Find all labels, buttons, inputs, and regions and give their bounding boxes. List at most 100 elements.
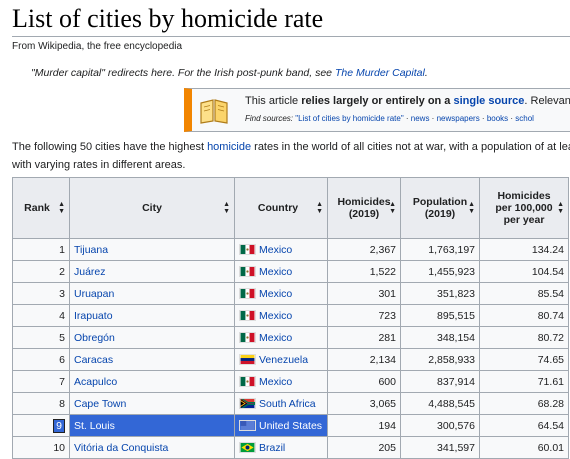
homicide-link[interactable]: homicide (207, 141, 252, 153)
table-row: 8 Cape Town South Africa 3,065 4,488,545 68.2… (12, 392, 569, 415)
city-cell: Uruapan (69, 282, 235, 305)
homicides-cell: 194 (327, 414, 401, 437)
country-link[interactable]: Mexico (259, 287, 293, 300)
population-cell: 351,823 (400, 282, 480, 305)
book-icon (200, 99, 228, 124)
single-source-link[interactable]: single source (453, 95, 525, 107)
country-link[interactable]: Venezuela (259, 353, 309, 366)
city-link[interactable]: Acapulco (74, 375, 118, 388)
country-link[interactable]: Mexico (259, 265, 293, 278)
rate-cell: 80.74 (479, 304, 569, 327)
hatnote-link[interactable]: The Murder Capital (334, 67, 425, 79)
page-title: List of cities by homicide rate (12, 4, 324, 33)
country-link[interactable]: United States (259, 419, 323, 432)
mexico-flag-icon (239, 331, 256, 343)
intro-paragraph: The following 50 cities have the highest… (12, 141, 570, 171)
homicides-cell: 2,134 (327, 348, 401, 371)
table-row: 9 St. Louis United States 194 300,576 64.54 (12, 414, 569, 437)
population-cell: 4,488,545 (400, 392, 480, 415)
country-link[interactable]: Mexico (259, 243, 293, 256)
table-row: 3 Uruapan Mexico 301 351,823 85.54 (12, 282, 569, 305)
homicides-cell: 281 (327, 326, 401, 349)
city-link[interactable]: St. Louis (74, 419, 115, 432)
find-query-link[interactable]: "List of cities by homicide rate" (295, 114, 404, 123)
header-homicides[interactable]: Homicides (2019) ▲ ▼ (327, 177, 401, 239)
country-link[interactable]: Mexico (259, 375, 293, 388)
brazil-flag-icon (239, 441, 256, 453)
table-row: 4 Irapuato Mexico 723 895,515 80.74 (12, 304, 569, 327)
table-body: 1 Tijuana Mexico 2,367 1,763,197 134.24 2 Juáre… (12, 238, 569, 459)
homicides-cell: 2,367 (327, 238, 401, 261)
hatnote-end: . (424, 67, 428, 79)
rank-cell: 8 (12, 392, 70, 415)
city-cell: Cape Town (69, 392, 235, 415)
city-link[interactable]: Vitória da Conquista (74, 441, 169, 454)
city-cell: Vitória da Conquista (69, 436, 235, 459)
rate-cell: 80.72 (479, 326, 569, 349)
country-link[interactable]: South Africa (259, 397, 316, 410)
sort-icon: ▲ ▼ (223, 201, 230, 215)
rank-cell: 4 (12, 304, 70, 327)
header-country[interactable]: Country ▲ ▼ (234, 177, 328, 239)
city-link[interactable]: Uruapan (74, 287, 115, 300)
population-cell: 300,576 (400, 414, 480, 437)
country-cell: Mexico (234, 370, 328, 393)
sort-icon: ▲ ▼ (58, 201, 65, 215)
rate-cell: 68.28 (479, 392, 569, 415)
rank-cell: 7 (12, 370, 70, 393)
country-link[interactable]: Mexico (259, 309, 293, 322)
country-link[interactable]: Brazil (259, 441, 286, 454)
rate-cell: 64.54 (479, 414, 569, 437)
homicides-cell: 301 (327, 282, 401, 305)
header-rank[interactable]: Rank ▲ ▼ (12, 177, 70, 239)
city-link[interactable]: Irapuato (74, 309, 113, 322)
rate-cell: 134.24 (479, 238, 569, 261)
homicides-cell: 205 (327, 436, 401, 459)
mexico-flag-icon (239, 309, 256, 321)
table-row: 6 Caracas Venezuela 2,134 2,858,933 74.65 (12, 348, 569, 371)
rank-cell: 1 (12, 238, 70, 261)
south-africa-flag-icon (239, 397, 256, 409)
rank-cell: 10 (12, 436, 70, 459)
table-row: 5 Obregón Mexico 281 348,154 80.72 (12, 326, 569, 349)
header-city[interactable]: City ▲ ▼ (69, 177, 235, 239)
header-population[interactable]: Population (2019) ▲ ▼ (400, 177, 480, 239)
population-cell: 1,455,923 (400, 260, 480, 283)
city-link[interactable]: Obregón (74, 331, 115, 344)
table-row: 10 Vitória da Conquista Brazil 205 341,597 60… (12, 436, 569, 459)
sort-icon: ▲ ▼ (468, 201, 475, 215)
rate-cell: 60.01 (479, 436, 569, 459)
city-link[interactable]: Caracas (74, 353, 114, 366)
country-cell: South Africa (234, 392, 328, 415)
country-cell: Venezuela (234, 348, 328, 371)
rate-cell: 85.54 (479, 282, 569, 305)
rank-cell: 2 (12, 260, 70, 283)
find-scholar-link[interactable]: schol (515, 114, 534, 123)
find-newspapers-link[interactable]: newspapers (436, 114, 480, 123)
rank-cell: 5 (12, 326, 70, 349)
find-books-link[interactable]: books (486, 114, 509, 123)
us-flag-icon (239, 419, 256, 431)
city-cell: St. Louis (69, 414, 235, 437)
country-cell: Mexico (234, 238, 328, 261)
country-link[interactable]: Mexico (259, 331, 293, 344)
rate-cell: 74.65 (479, 348, 569, 371)
find-news-link[interactable]: news (410, 114, 430, 123)
source-notice-box: This article relies largely or entirely … (184, 88, 570, 132)
city-link[interactable]: Tijuana (74, 243, 109, 256)
hatnote: "Murder capital" redirects here. For the… (31, 67, 428, 79)
homicides-cell: 3,065 (327, 392, 401, 415)
rate-cell: 104.54 (479, 260, 569, 283)
city-link[interactable]: Juárez (74, 265, 106, 278)
rate-cell: 71.61 (479, 370, 569, 393)
city-cell: Acapulco (69, 370, 235, 393)
rank-cell: 6 (12, 348, 70, 371)
population-cell: 837,914 (400, 370, 480, 393)
homicides-cell: 1,522 (327, 260, 401, 283)
city-link[interactable]: Cape Town (74, 397, 127, 410)
population-cell: 341,597 (400, 436, 480, 459)
country-cell: Brazil (234, 436, 328, 459)
mexico-flag-icon (239, 265, 256, 277)
homicides-cell: 723 (327, 304, 401, 327)
header-rate[interactable]: Homicides per 100,000 per year ▲ ▼ (479, 177, 569, 239)
